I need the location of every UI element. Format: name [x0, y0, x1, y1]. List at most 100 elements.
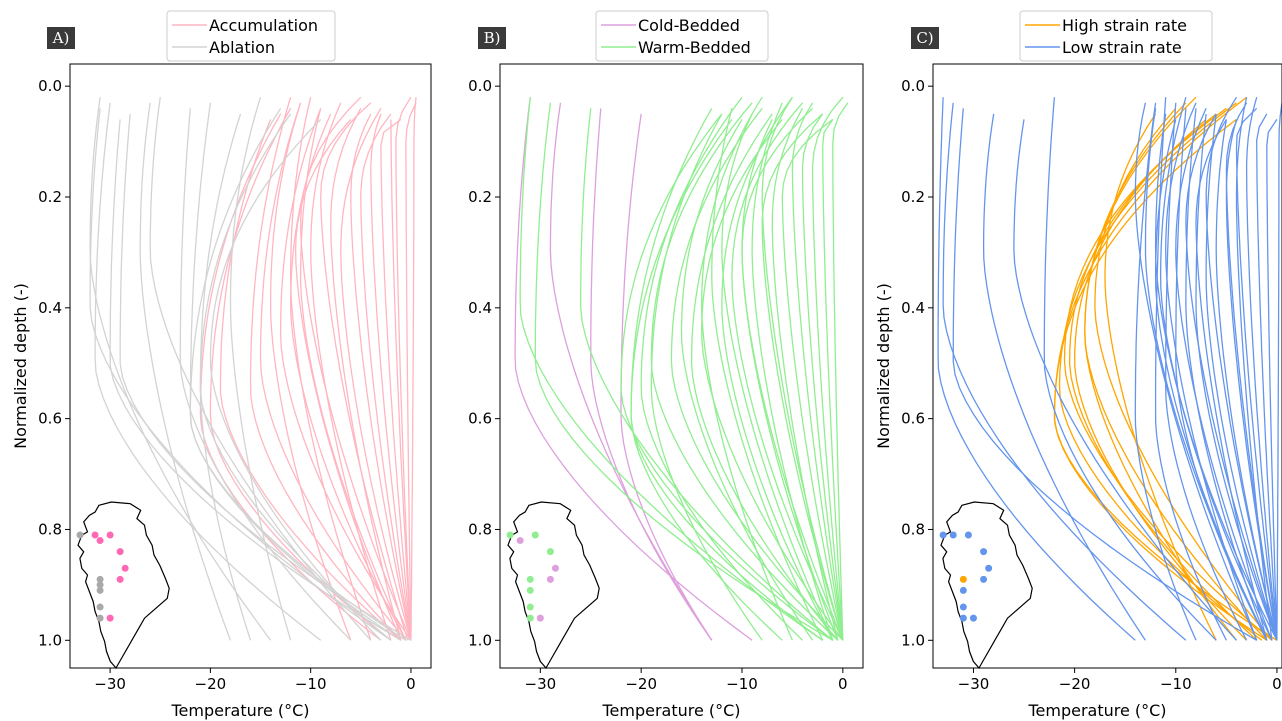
series-line-low-strain-rate [982, 113, 1146, 641]
series-line-ablation [109, 119, 402, 641]
site-marker [106, 614, 114, 622]
site-marker [985, 564, 993, 572]
y-axis-label: Normalized depth (-) [11, 283, 30, 449]
y-tick-label: 0.8 [901, 520, 925, 538]
series-line-accumulation [249, 97, 402, 641]
series-line-ablation [179, 108, 352, 641]
series-line-accumulation [390, 119, 412, 641]
y-axis-label: Normalized depth (-) [874, 283, 893, 449]
y-tick-label: 1.0 [38, 631, 62, 649]
y-tick-label: 0.0 [468, 77, 492, 95]
series-line-accumulation [330, 107, 402, 641]
site-marker [116, 548, 124, 556]
series-line-warm-bedded [832, 102, 849, 641]
x-axis-label: Temperature (°C) [601, 701, 740, 720]
series-line-warm-bedded [811, 96, 844, 641]
site-marker [91, 531, 99, 539]
series-line-warm-bedded [701, 118, 844, 641]
series-line-high-strain-rate [1094, 107, 1273, 641]
series-line-accumulation [395, 96, 412, 641]
site-marker [506, 531, 514, 539]
series-line-cold-bedded [549, 102, 713, 641]
site-marker [531, 531, 539, 539]
series-line-ablation [229, 97, 292, 641]
series-line-high-strain-rate [1084, 96, 1268, 641]
panel-label: C) [911, 27, 939, 49]
series-line-accumulation [380, 118, 412, 641]
series-line-warm-bedded [534, 102, 834, 641]
site-marker [106, 531, 114, 539]
plot-frame [932, 63, 1282, 669]
x-tick-label: −30 [958, 675, 990, 693]
series-line-ablation [94, 102, 322, 641]
legend-label: Warm-Bedded [638, 38, 751, 57]
x-tick-label: −30 [94, 675, 126, 693]
series-line-low-strain-rate [1175, 108, 1268, 641]
plot-frame [499, 63, 864, 669]
y-tick-label: 0.8 [468, 520, 492, 538]
site-marker [551, 564, 559, 572]
site-marker [116, 575, 124, 583]
greenland-inset-map [507, 501, 600, 670]
legend: Cold-Bedded Warm-Bedded [595, 10, 769, 62]
series-lines [514, 96, 849, 641]
series-lines [89, 96, 417, 641]
series-line-low-strain-rate [1215, 119, 1278, 641]
series-line-ablation [189, 102, 407, 641]
series-line-low-strain-rate [937, 97, 1136, 641]
x-axis-label: Temperature (°C) [1027, 701, 1166, 720]
site-marker [964, 531, 972, 539]
y-tick-label: 0.6 [38, 410, 62, 428]
panel-label: B) [478, 27, 506, 49]
y-tick-label: 0.4 [468, 299, 492, 317]
series-line-low-strain-rate [1165, 102, 1248, 641]
x-tick-label: −20 [195, 675, 227, 693]
panel-label-text: C) [916, 29, 933, 47]
series-line-ablation [139, 102, 232, 641]
site-marker [96, 603, 104, 611]
series-line-warm-bedded [741, 119, 844, 641]
series-line-low-strain-rate [952, 108, 1258, 641]
series-line-cold-bedded [590, 108, 713, 641]
site-marker [96, 537, 104, 545]
series-line-ablation [89, 108, 392, 641]
panel-label-text: A) [52, 29, 70, 47]
greenland-inset-map [77, 501, 170, 670]
series-line-warm-bedded [670, 107, 844, 641]
site-marker [121, 564, 129, 572]
series-line-high-strain-rate [1053, 118, 1278, 641]
x-axis-label: Temperature (°C) [170, 701, 309, 720]
panel-label-box [478, 27, 506, 49]
series-line-warm-bedded [791, 102, 844, 641]
site-marker [959, 614, 967, 622]
site-marker [959, 575, 967, 583]
series-line-warm-bedded [761, 96, 844, 641]
site-marker [96, 581, 104, 589]
site-marker [526, 614, 534, 622]
series-line-warm-bedded [580, 108, 834, 641]
series-line-low-strain-rate [1134, 102, 1197, 641]
series-line-low-strain-rate [1235, 107, 1278, 641]
series-line-cold-bedded [514, 97, 753, 641]
series-line-low-strain-rate [1043, 97, 1217, 641]
legend-label: Accumulation [209, 16, 318, 35]
series-line-low-strain-rate [1276, 102, 1282, 641]
y-tick-label: 1.0 [901, 631, 925, 649]
x-tick-label: 0 [406, 675, 416, 693]
site-marker [546, 575, 554, 583]
series-line-warm-bedded [690, 113, 839, 641]
series-line-low-strain-rate [1134, 102, 1258, 641]
x-tick-label: −20 [1059, 675, 1091, 693]
site-marker [969, 614, 977, 622]
series-line-accumulation [300, 96, 412, 641]
series-line-ablation [199, 113, 252, 641]
series-line-cold-bedded [620, 113, 713, 641]
legend-label: Ablation [209, 38, 275, 57]
legend-box [166, 10, 336, 62]
panel-label-box [47, 27, 75, 49]
site-marker [959, 586, 967, 594]
site-marker [96, 614, 104, 622]
panel-label: A) [47, 27, 75, 49]
series-line-accumulation [289, 97, 372, 641]
legend: Accumulation Ablation [166, 10, 336, 62]
